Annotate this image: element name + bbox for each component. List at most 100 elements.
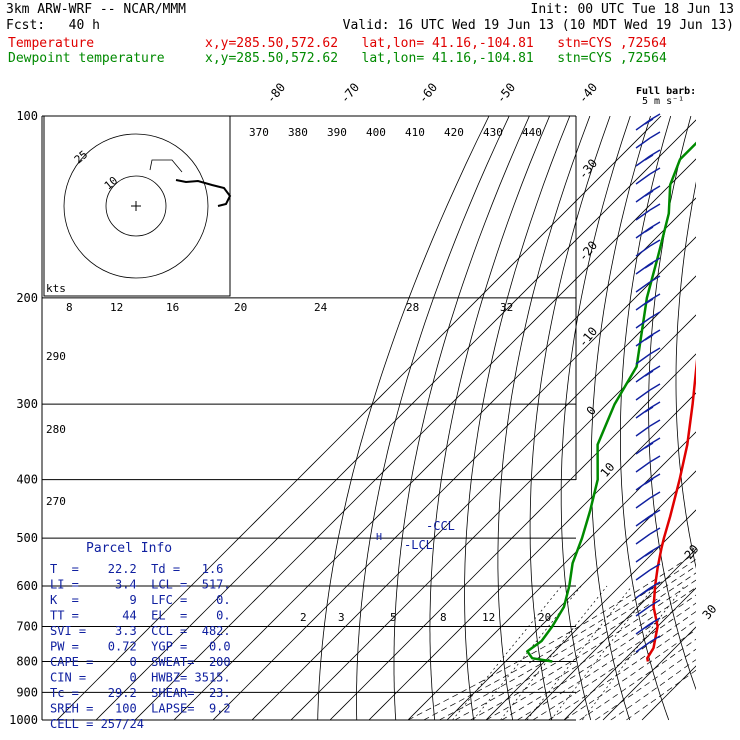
temperature-location-info: x,y=285.50,572.62 lat,lon= 41.16,-104.81…	[205, 36, 667, 51]
dry-adiabat-line	[356, 116, 510, 720]
dry-adiabat-line	[648, 116, 696, 691]
isotherm-label: -30	[576, 156, 601, 182]
isotherm-label: 30	[700, 602, 720, 622]
wind-barb-flag	[649, 365, 661, 373]
moist-adiabat-line	[517, 602, 696, 721]
isotherm-line	[329, 353, 696, 721]
wind-barb-staff	[635, 209, 651, 221]
wind-barb-flag	[644, 550, 654, 557]
dry-adiabat-line	[317, 116, 490, 721]
wind-barb-flag	[649, 347, 661, 355]
theta-label: 440	[522, 126, 542, 139]
wind-barb-flag	[644, 442, 654, 449]
wind-barb-staff	[635, 605, 651, 617]
dry-adiabat-line	[703, 116, 740, 720]
parcel-info-row: SREH = 100 LAPSE= 9.2	[50, 702, 231, 716]
wind-barb-flag	[649, 617, 661, 625]
wind-barb-staff	[635, 533, 651, 545]
moist-adiabat-line	[470, 579, 696, 721]
wind-barb-flag	[644, 586, 654, 593]
isotherm-line	[524, 548, 696, 721]
isotherm-line	[368, 392, 696, 721]
pressure-tick-label: 400	[16, 473, 38, 487]
temperature-profile-line	[646, 358, 696, 662]
wind-barb-flag	[649, 275, 661, 283]
isotherm-label: -20	[576, 238, 601, 264]
pressure-tick-label: 300	[16, 397, 38, 411]
hodograph-ring	[63, 133, 209, 279]
theta-label: 410	[405, 126, 425, 139]
hodograph-bottom-tick: 16	[166, 301, 179, 314]
moist-adiabat-line	[579, 638, 696, 721]
moist-adiabat-line	[439, 565, 696, 721]
mixing-ratio-label: 2	[300, 611, 307, 624]
valid-time: Valid: 16 UTC Wed 19 Jun 13 (10 MDT Wed …	[342, 18, 734, 33]
parcel-info-row: CIN = 0 HWBZ= 3515.	[50, 671, 231, 685]
wind-barb	[635, 167, 661, 185]
dry-adiabat-label: 270	[46, 495, 66, 508]
wind-barb	[635, 239, 661, 257]
theta-label: 370	[249, 126, 269, 139]
wind-barb	[635, 365, 661, 383]
ccl-marker: -CCL	[426, 519, 455, 533]
wind-barb-flag	[649, 599, 661, 607]
wind-barb-flag	[649, 473, 661, 481]
wind-barb	[635, 599, 661, 617]
parcel-info-row: CAPE = 0 SWEAT= 200	[50, 655, 231, 669]
lcl-marker: -LCL	[404, 538, 433, 552]
wind-key-title: Full barb:	[636, 86, 696, 97]
hodograph-trace	[175, 179, 232, 207]
wind-barb-staff	[635, 317, 651, 329]
isotherm-label: -10	[576, 324, 601, 350]
moist-adiabat-line	[532, 611, 696, 721]
parcel-info-row: T = 22.2 Td = 1.6	[50, 562, 223, 576]
mixing-ratio-label: 3	[338, 611, 345, 624]
wind-barb-flag	[649, 311, 661, 319]
wind-barb-flag	[644, 226, 654, 233]
wind-barb	[635, 581, 661, 599]
wind-barb-flag	[649, 383, 661, 391]
wind-barb-flag	[649, 221, 661, 229]
isotherm-line	[212, 236, 696, 721]
wind-barb	[635, 275, 661, 293]
hodograph-bottom-tick: 28	[406, 301, 419, 314]
parcel-info-row: TT = 44 EL = 0.	[50, 609, 231, 623]
forecast-hour: Fcst: 40 h	[6, 18, 100, 33]
wind-barb	[635, 329, 661, 347]
isotherm-line	[602, 626, 696, 721]
parcel-info-box: Parcel Info T = 22.2 Td = 1.6 LI = 3.4 LC…	[50, 541, 231, 731]
isotherm-line	[251, 275, 696, 721]
wind-barb-flag	[644, 370, 654, 377]
wind-barb-staff	[635, 461, 651, 473]
wind-barb	[635, 401, 661, 419]
wind-barb	[635, 185, 661, 203]
wind-barb	[635, 419, 661, 437]
dry-adiabat-line	[464, 116, 571, 721]
wind-barb	[635, 491, 661, 509]
wind-barb	[635, 563, 661, 581]
wind-barb	[635, 383, 661, 401]
wind-barb-flag	[649, 239, 661, 247]
hodograph-ring	[105, 175, 167, 237]
parcel-info-row: CELL = 257/24	[50, 717, 144, 731]
pressure-tick-label: 800	[16, 654, 38, 668]
hodograph-bottom-tick: 32	[500, 301, 513, 314]
wind-barb-flag	[644, 154, 654, 161]
wind-barb	[635, 617, 661, 635]
isotherm-label: 0	[584, 403, 599, 418]
wind-barb-flag	[649, 257, 661, 265]
isotherm-line	[641, 665, 696, 721]
wind-barb-flag	[644, 298, 654, 305]
parcel-info-row: SVI = 3.3 CCL = 482.	[50, 624, 231, 638]
dewpoint-profile-line	[526, 141, 696, 663]
theta-label: 420	[444, 126, 464, 139]
wind-barb	[635, 635, 661, 653]
wind-barb-flag	[649, 491, 661, 499]
wind-barb	[635, 527, 661, 545]
wind-barb-flag	[649, 149, 661, 157]
wind-barb	[635, 311, 661, 329]
init-time: Init: 00 UTC Tue 18 Jun 13	[530, 2, 735, 17]
isotherm-label: 10	[598, 460, 618, 480]
moist-adiabat-line	[595, 648, 696, 721]
isotherm-line	[563, 587, 696, 721]
